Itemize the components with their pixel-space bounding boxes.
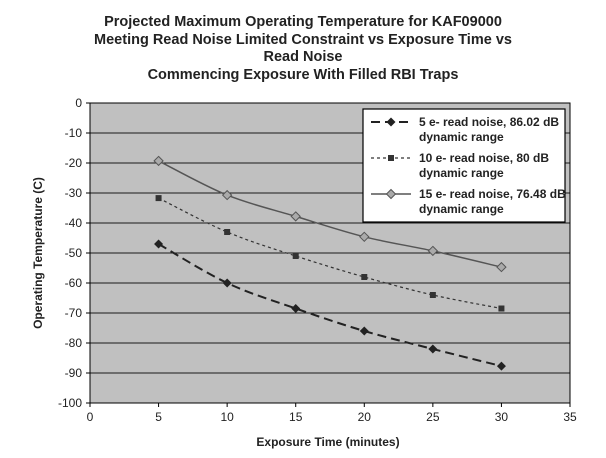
- y-tick-label: -20: [65, 156, 83, 170]
- y-tick-label: -90: [65, 366, 83, 380]
- legend-series-2-label: dynamic range: [419, 166, 504, 180]
- y-tick-label: -50: [65, 246, 83, 260]
- series-1-point: [428, 344, 438, 354]
- series-1-point: [222, 278, 232, 288]
- chart-title-line-1: Projected Maximum Operating Temperature …: [104, 14, 502, 30]
- legend-series-3-label: 15 e- read noise, 76.48 dB: [419, 187, 566, 201]
- y-tick-label: -60: [65, 276, 83, 290]
- legend-series-3-marker: [385, 188, 397, 200]
- series-2-point: [498, 305, 505, 312]
- legend-series-2-marker: [388, 155, 394, 161]
- y-tick-label: -100: [58, 396, 82, 410]
- x-tick-label: 30: [495, 410, 509, 424]
- series-3-point: [359, 231, 370, 243]
- y-axis-label: Operating Temperature (C): [31, 177, 45, 329]
- plot-border: [89, 102, 571, 404]
- x-tick-label: 35: [563, 410, 577, 424]
- legend-series-1-label: dynamic range: [419, 130, 504, 144]
- series-2-point: [429, 292, 436, 298]
- series-1-point: [291, 304, 301, 313]
- series-2-point: [155, 195, 162, 202]
- legend-series-1-label: 5 e- read noise, 86.02 dB: [419, 115, 559, 129]
- chart-title: Projected Maximum Operating Temperature …: [0, 14, 606, 84]
- series-1-point: [154, 239, 164, 249]
- y-tick-label: -40: [65, 216, 83, 230]
- y-tick-label: 0: [75, 96, 82, 110]
- legend-series-3-label: dynamic range: [419, 202, 504, 216]
- series-2-point: [361, 274, 368, 280]
- series-1-point: [496, 361, 506, 371]
- legend-series-1-marker: [386, 117, 396, 127]
- y-tick-label: -30: [65, 186, 83, 200]
- chart-title-line-3: Read Noise: [263, 49, 343, 65]
- y-tick-label: -10: [65, 126, 83, 140]
- series-1-line: [158, 243, 502, 368]
- legend-box: [362, 108, 566, 223]
- series-2-point: [292, 253, 299, 259]
- series-2-point: [224, 229, 231, 235]
- series-3-point: [427, 245, 439, 257]
- series-3-point: [153, 155, 164, 167]
- x-tick-label: 20: [358, 410, 372, 424]
- series-3-point: [496, 261, 507, 273]
- chart-title-line-4: Commencing Exposure With Filled RBI Trap…: [147, 66, 459, 83]
- chart-title-line-2: Meeting Read Noise Limited Constraint vs…: [94, 31, 512, 48]
- x-tick-label: 15: [289, 410, 303, 424]
- y-tick-label: -70: [65, 306, 83, 320]
- x-tick-label: 10: [220, 410, 234, 424]
- series-3-line: [158, 160, 502, 268]
- x-tick-label: 25: [426, 410, 440, 424]
- series-3-point: [290, 211, 301, 222]
- legend-series-2-label: 10 e- read noise, 80 dB: [419, 151, 549, 165]
- x-axis-label: Exposure Time (minutes): [256, 435, 399, 449]
- y-tick-label: -80: [65, 336, 83, 350]
- x-tick-label: 5: [155, 410, 162, 424]
- series-1-point: [359, 326, 369, 336]
- x-tick-label: 0: [87, 410, 94, 424]
- series-3-point: [221, 189, 233, 201]
